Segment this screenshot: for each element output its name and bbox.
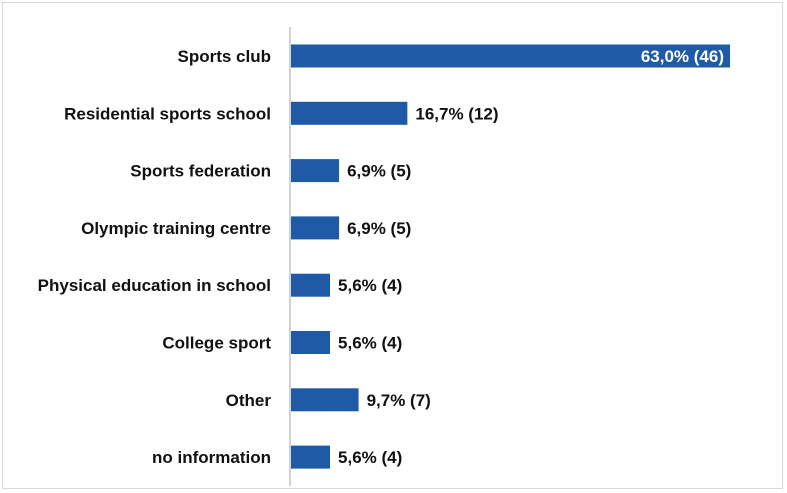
- data-label: 6,9% (5): [347, 219, 411, 238]
- bar: [291, 331, 331, 354]
- bar: [291, 101, 408, 125]
- data-label: 16,7% (12): [415, 104, 498, 123]
- data-label: 5,6% (4): [338, 448, 402, 467]
- data-label: 6,9% (5): [347, 162, 411, 181]
- data-label: 63,0% (46): [641, 47, 724, 66]
- bar: [291, 273, 331, 297]
- data-label: 9,7% (7): [367, 391, 431, 410]
- data-label: 5,6% (4): [338, 334, 402, 353]
- category-label: Other: [226, 391, 272, 410]
- data-label: 5,6% (4): [338, 276, 402, 295]
- category-label: Olympic training centre: [81, 219, 271, 238]
- bar: [291, 159, 340, 183]
- bar-chart: Sports club 63,0% (46) Residential sports …: [38, 27, 730, 486]
- category-label: Sports club: [177, 47, 271, 66]
- category-label: Residential sports school: [64, 104, 271, 123]
- bar: [291, 445, 331, 469]
- category-label: Physical education in school: [38, 276, 271, 295]
- bar: [291, 388, 359, 412]
- category-label: no information: [152, 448, 271, 467]
- bar: [291, 44, 730, 68]
- category-label: Sports federation: [130, 162, 271, 181]
- bar: [291, 216, 340, 240]
- category-label: College sport: [162, 334, 271, 353]
